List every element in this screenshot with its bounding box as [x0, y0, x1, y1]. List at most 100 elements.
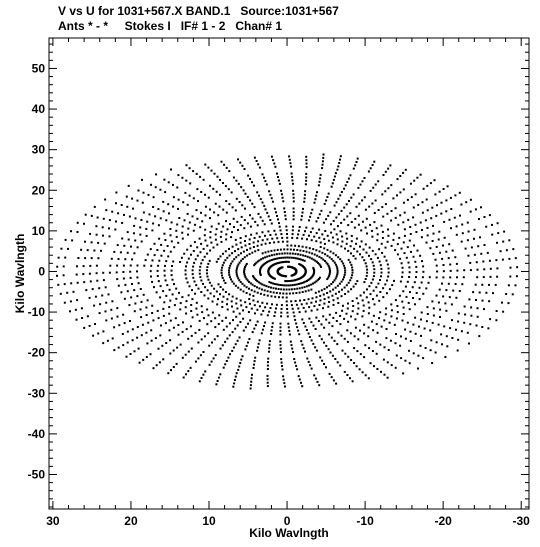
uv-point: [449, 269, 452, 272]
uv-point: [236, 339, 239, 342]
uv-point: [342, 304, 344, 307]
uv-point: [273, 277, 276, 280]
uv-point: [351, 380, 354, 383]
uv-point: [155, 364, 158, 367]
uv-point: [183, 252, 186, 255]
uv-point: [177, 241, 180, 244]
uv-point: [213, 211, 216, 214]
uv-point: [338, 282, 341, 285]
uv-point: [248, 238, 251, 241]
uv-point: [269, 219, 272, 221]
uv-point: [350, 315, 352, 318]
uv-point: [349, 377, 351, 380]
uv-point: [244, 264, 247, 267]
uv-point: [242, 189, 245, 192]
uv-point: [315, 296, 318, 299]
uv-point: [386, 279, 388, 282]
uv-point: [384, 246, 387, 249]
uv-point: [202, 247, 205, 250]
uv-point: [210, 320, 213, 323]
uv-point: [170, 369, 172, 372]
uv-point: [277, 288, 280, 290]
uv-point: [207, 278, 210, 281]
uv-point: [373, 271, 376, 274]
uv-point: [181, 225, 184, 228]
uv-point: [295, 283, 298, 286]
uv-point: [181, 231, 184, 234]
uv-point: [260, 243, 263, 246]
uv-point: [302, 281, 305, 284]
uv-point: [150, 329, 153, 332]
uv-point: [177, 174, 180, 177]
uv-point: [318, 213, 321, 216]
uv-point: [439, 316, 441, 318]
uv-point: [245, 306, 248, 309]
uv-point: [243, 271, 246, 274]
uv-point: [347, 302, 349, 305]
uv-point: [378, 299, 381, 302]
uv-point: [189, 182, 192, 185]
uv-point: [421, 201, 424, 204]
uv-point: [408, 308, 411, 311]
uv-point: [298, 277, 301, 280]
uv-point: [301, 318, 304, 321]
uv-point: [313, 305, 316, 308]
uv-point: [250, 307, 253, 310]
uv-point: [303, 299, 306, 301]
y-tick-label: 10: [32, 224, 46, 238]
uv-point: [429, 182, 432, 185]
uv-point: [192, 250, 195, 252]
uv-point: [194, 331, 197, 334]
uv-point: [285, 292, 288, 295]
uv-point: [451, 249, 454, 252]
uv-point: [106, 339, 109, 342]
uv-point: [90, 241, 93, 244]
uv-point: [187, 350, 190, 353]
uv-point: [97, 241, 100, 244]
uv-point: [249, 225, 252, 228]
uv-point: [350, 240, 353, 243]
uv-point: [364, 226, 367, 229]
uv-point: [312, 342, 315, 345]
uv-point: [350, 221, 353, 223]
uv-point: [62, 274, 65, 277]
uv-point: [340, 295, 343, 298]
uv-point: [366, 232, 368, 235]
uv-point: [249, 247, 252, 250]
uv-point: [502, 240, 505, 243]
uv-point: [93, 249, 96, 252]
uv-point: [456, 349, 459, 352]
uv-point: [300, 215, 303, 218]
uv-point: [245, 286, 248, 289]
uv-point: [175, 235, 178, 238]
uv-point: [368, 254, 370, 257]
uv-point: [264, 321, 267, 324]
uv-point: [108, 235, 111, 238]
uv-point: [152, 222, 155, 225]
uv-point: [326, 292, 329, 294]
uv-point: [257, 212, 260, 215]
uv-point: [372, 329, 375, 332]
uv-point: [90, 214, 93, 217]
uv-point: [194, 360, 197, 363]
uv-point: [414, 303, 416, 306]
uv-point: [273, 249, 276, 252]
uv-point: [200, 305, 203, 308]
uv-point: [278, 182, 281, 185]
uv-point: [227, 356, 230, 359]
uv-point: [372, 275, 375, 278]
uv-point: [120, 204, 123, 206]
uv-point: [294, 257, 297, 260]
uv-point: [278, 257, 281, 260]
uv-point: [188, 221, 191, 224]
uv-point: [381, 237, 384, 239]
uv-point: [137, 282, 140, 285]
uv-point: [281, 252, 284, 255]
uv-point: [296, 278, 299, 281]
uv-point: [473, 237, 475, 240]
uv-point: [102, 342, 105, 345]
uv-point: [150, 275, 152, 278]
uv-point: [306, 255, 309, 258]
uv-point: [188, 285, 191, 288]
uv-point: [152, 367, 155, 370]
